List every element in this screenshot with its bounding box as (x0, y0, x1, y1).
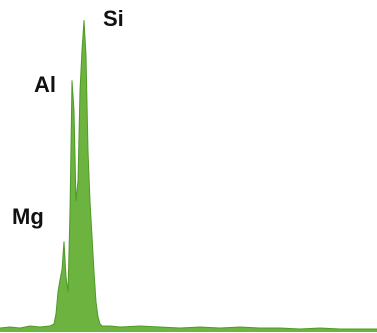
spectrum-area (0, 20, 377, 332)
spectrum-edge (0, 20, 377, 330)
peak-label-al: Al (34, 72, 56, 97)
peak-label-si: Si (103, 6, 124, 31)
peak-label-mg: Mg (12, 204, 44, 229)
